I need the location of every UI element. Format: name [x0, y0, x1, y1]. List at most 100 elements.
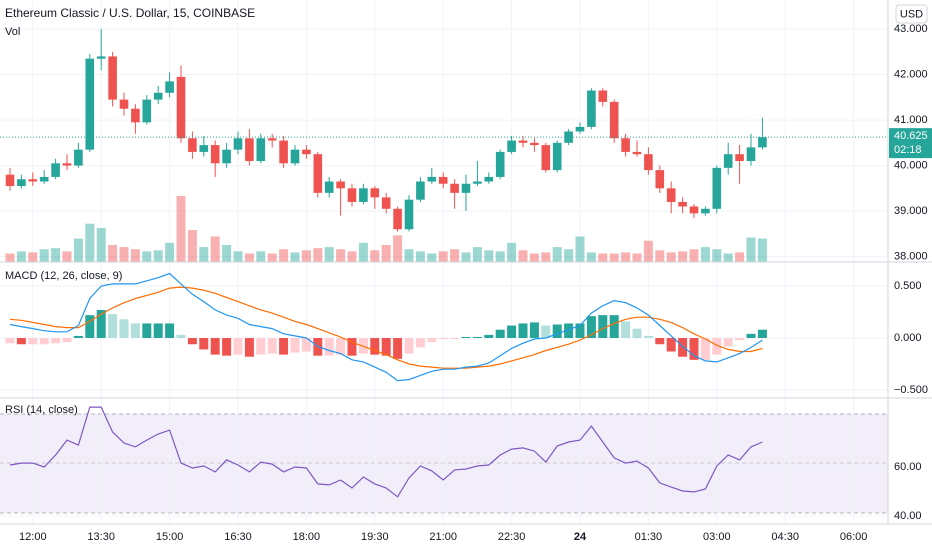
candle-body	[587, 90, 596, 127]
volume-bar	[746, 237, 756, 262]
candle-body	[119, 99, 129, 109]
volume-bar	[438, 251, 448, 262]
candle-body	[495, 151, 505, 177]
macd-histogram-bar	[552, 324, 562, 339]
candle-body	[51, 163, 60, 177]
candle-body	[131, 108, 140, 123]
candle-body	[256, 138, 266, 162]
candle-body	[666, 188, 676, 202]
volume-bar	[222, 244, 232, 262]
candle-body	[621, 138, 630, 152]
y-tick-label: 38.000	[894, 250, 928, 262]
macd-histogram-bar	[347, 338, 357, 356]
x-tick-label: 19:30	[361, 531, 389, 543]
volume-bar	[210, 236, 220, 262]
candle-body	[609, 101, 619, 139]
macd-histogram-bar	[621, 321, 631, 339]
volume-bar	[655, 250, 665, 262]
y-tick-label: 0.500	[894, 280, 922, 292]
macd-histogram-bar	[28, 338, 38, 345]
macd-histogram-bar	[723, 338, 733, 347]
y-tick-label: −0.500	[894, 384, 928, 396]
candle-body	[564, 131, 573, 143]
candle-body	[279, 140, 288, 164]
currency-button[interactable]	[895, 4, 928, 24]
volume-bar	[586, 252, 596, 262]
macd-histogram-bar	[96, 309, 106, 339]
volume-bar	[165, 242, 175, 262]
macd-histogram-bar	[507, 325, 517, 339]
macd-histogram-bar	[108, 314, 118, 339]
volume-title: Vol	[5, 26, 20, 38]
candle-body	[142, 99, 152, 123]
volume-bar	[28, 252, 38, 262]
candle-body	[245, 138, 254, 162]
candle-body	[74, 149, 83, 166]
volume-bar	[16, 251, 26, 262]
volume-bar	[142, 251, 152, 262]
volume-bar	[723, 253, 733, 262]
volume-bar	[632, 253, 642, 262]
y-tick-label: 0.000	[894, 332, 922, 344]
candle-body	[302, 149, 311, 155]
x-tick-label: 22:30	[498, 531, 526, 543]
macd-histogram-bar	[529, 322, 539, 339]
macd-histogram-bar	[130, 323, 140, 339]
candle-body	[507, 140, 516, 152]
volume-bar	[347, 251, 357, 262]
x-tick-label: 04:30	[771, 531, 799, 543]
volume-bar	[427, 253, 437, 262]
candle-body	[735, 154, 744, 162]
rsi-line	[9, 406, 763, 498]
volume-bar	[153, 250, 163, 262]
volume-bar	[609, 253, 619, 262]
candle-body	[336, 181, 345, 189]
macd-histogram-bar	[85, 315, 95, 339]
volume-bar	[290, 252, 300, 262]
candle-body	[62, 163, 72, 166]
macd-histogram-bar	[210, 338, 220, 355]
candle-body	[404, 199, 414, 230]
volume-bar	[39, 249, 49, 262]
candle-body	[575, 126, 585, 132]
candle-body	[359, 188, 368, 202]
last-price-box	[889, 128, 932, 159]
macd-histogram-bar	[244, 338, 254, 357]
macd-histogram-bar	[62, 338, 72, 343]
volume-bar	[370, 250, 380, 262]
macd-histogram-bar	[404, 338, 414, 354]
volume-bar	[244, 253, 254, 262]
x-tick-label: 24	[574, 531, 587, 543]
volume-bar	[678, 251, 688, 262]
x-tick-label: 15:00	[156, 531, 184, 543]
volume-bar	[552, 247, 562, 262]
macd-histogram-bar	[700, 338, 710, 360]
candle-body	[484, 176, 494, 182]
macd-histogram-bar	[415, 338, 425, 348]
candle-body	[632, 151, 642, 155]
volume-bar	[712, 249, 722, 262]
volume-bar	[301, 250, 311, 262]
volume-bar	[666, 252, 676, 262]
candle-body	[267, 138, 277, 141]
volume-bar	[575, 236, 585, 262]
candle-body	[28, 179, 38, 182]
macd-histogram-bar	[142, 323, 152, 339]
macd-histogram-bar	[575, 323, 585, 339]
volume-bar	[484, 250, 494, 262]
candle-body	[5, 174, 15, 187]
macd-histogram-bar	[222, 338, 232, 356]
candle-body	[530, 142, 539, 146]
macd-histogram-bar	[5, 338, 15, 344]
candle-body	[199, 145, 209, 152]
macd-histogram-bar	[324, 338, 334, 356]
macd-histogram-bar	[735, 338, 745, 341]
candle-body	[153, 92, 163, 100]
candle-body	[96, 56, 106, 59]
volume-bar	[187, 230, 197, 262]
volume-bar	[119, 247, 129, 262]
volume-bar	[450, 249, 460, 262]
volume-bar	[689, 249, 699, 262]
macd-histogram-bar	[757, 329, 767, 339]
